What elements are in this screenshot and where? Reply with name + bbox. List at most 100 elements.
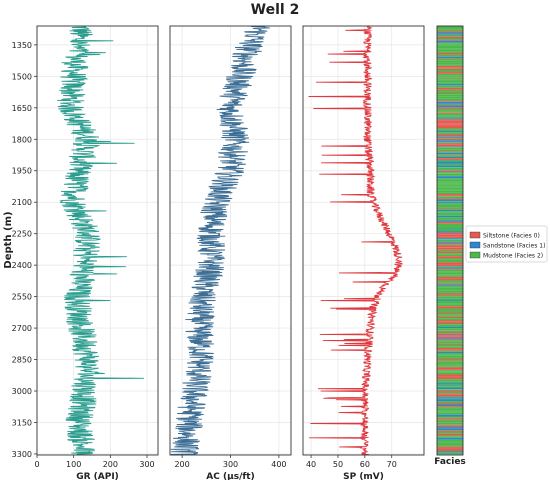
x-axis-label: SP (mV) (343, 472, 384, 480)
facies-band (437, 309, 463, 312)
facies-band (437, 261, 463, 263)
facies-band (437, 389, 463, 391)
x-tick-label: 70 (387, 460, 397, 469)
facies-band (437, 351, 463, 354)
x-tick-label: 300 (223, 460, 238, 469)
facies-band (437, 208, 463, 210)
facies-band (437, 418, 463, 420)
facies-band (437, 448, 463, 451)
facies-band (437, 170, 463, 171)
facies-band (437, 306, 463, 309)
legend-swatch (469, 241, 481, 249)
facies-band (437, 103, 463, 105)
facies-band (437, 85, 463, 88)
facies-band (437, 31, 463, 33)
x-tick-label: 50 (333, 460, 343, 469)
facies-band (437, 241, 463, 243)
facies-band (437, 369, 463, 371)
facies-band (437, 110, 463, 112)
facies-band (437, 154, 463, 155)
facies-band (437, 292, 463, 294)
facies-band (437, 295, 463, 297)
facies-band (437, 267, 463, 269)
facies-band (437, 276, 463, 279)
facies-band (437, 266, 463, 268)
facies-band (437, 77, 463, 79)
facies-band (437, 141, 463, 143)
facies-band (437, 254, 463, 257)
facies-band (437, 158, 463, 160)
facies-band (437, 259, 463, 261)
facies-band (437, 229, 463, 230)
facies-band (437, 126, 463, 129)
facies-band (437, 28, 463, 30)
facies-band (437, 360, 463, 362)
log-curve-ac (170, 25, 270, 456)
facies-band (437, 172, 463, 174)
facies-band (437, 150, 463, 152)
log-tracks: 0 100 200 300 GR (API) 200 300 400 AC (µs/ft) 40 5… (34, 25, 425, 480)
facies-band (437, 146, 463, 148)
facies-band (437, 414, 463, 417)
legend-entry: Sandstone (Facies 1) (483, 243, 545, 250)
facies-band (437, 242, 463, 244)
facies-band (437, 107, 463, 109)
facies-track-label: Facies (434, 457, 466, 467)
facies-band (437, 378, 463, 380)
facies-band (437, 199, 463, 202)
facies-band (437, 366, 463, 368)
facies-band (437, 308, 463, 310)
facies-band (437, 284, 463, 286)
facies-band (437, 387, 463, 390)
facies-band (437, 300, 463, 302)
facies-band (437, 335, 463, 336)
facies-band (437, 394, 463, 397)
facies-band (437, 321, 463, 323)
depth-tick-label: 1950 (12, 167, 32, 176)
facies-band (437, 245, 463, 248)
facies-band (437, 381, 463, 384)
facies-band (437, 185, 463, 187)
facies-band (437, 187, 463, 190)
facies-band (437, 371, 463, 372)
track-ac: 200 300 400 AC (µs/ft) (169, 25, 292, 480)
facies-band (437, 361, 463, 364)
facies-band (437, 399, 463, 402)
facies-band (437, 194, 463, 196)
facies-band (437, 144, 463, 147)
facies-band (437, 147, 463, 150)
facies-band (437, 387, 463, 388)
x-tick-label: 60 (360, 460, 370, 469)
facies-band (437, 343, 463, 345)
facies-band (437, 339, 463, 341)
facies-band (437, 159, 463, 162)
depth-tick-label: 2400 (12, 261, 32, 270)
facies-band (437, 371, 463, 373)
depth-tick-label: 2850 (12, 356, 32, 365)
facies-band (437, 398, 463, 400)
facies-band (437, 138, 463, 141)
facies-band (437, 39, 463, 41)
facies-band (437, 431, 463, 433)
facies-band (437, 315, 463, 317)
facies-band (437, 422, 463, 425)
facies-band (437, 280, 463, 282)
facies-band (437, 383, 463, 385)
facies-band (437, 336, 463, 339)
depth-axis: 1350 1500 1650 1800 1950 2100 2250 2400 2550 2700… (12, 41, 37, 459)
facies-band (437, 136, 463, 137)
facies-band (437, 379, 463, 382)
facies-band (437, 436, 463, 438)
facies-band (437, 412, 463, 413)
facies-band (437, 363, 463, 365)
facies-band (437, 452, 463, 455)
x-tick-label: 200 (174, 460, 189, 469)
facies-band (437, 147, 463, 148)
x-tick-label: 300 (139, 460, 154, 469)
legend-swatch (469, 251, 481, 259)
facies-band (437, 432, 463, 434)
facies-band (437, 132, 463, 134)
facies-band (437, 367, 463, 370)
facies-band (437, 430, 463, 432)
x-tick-label: 40 (306, 460, 316, 469)
